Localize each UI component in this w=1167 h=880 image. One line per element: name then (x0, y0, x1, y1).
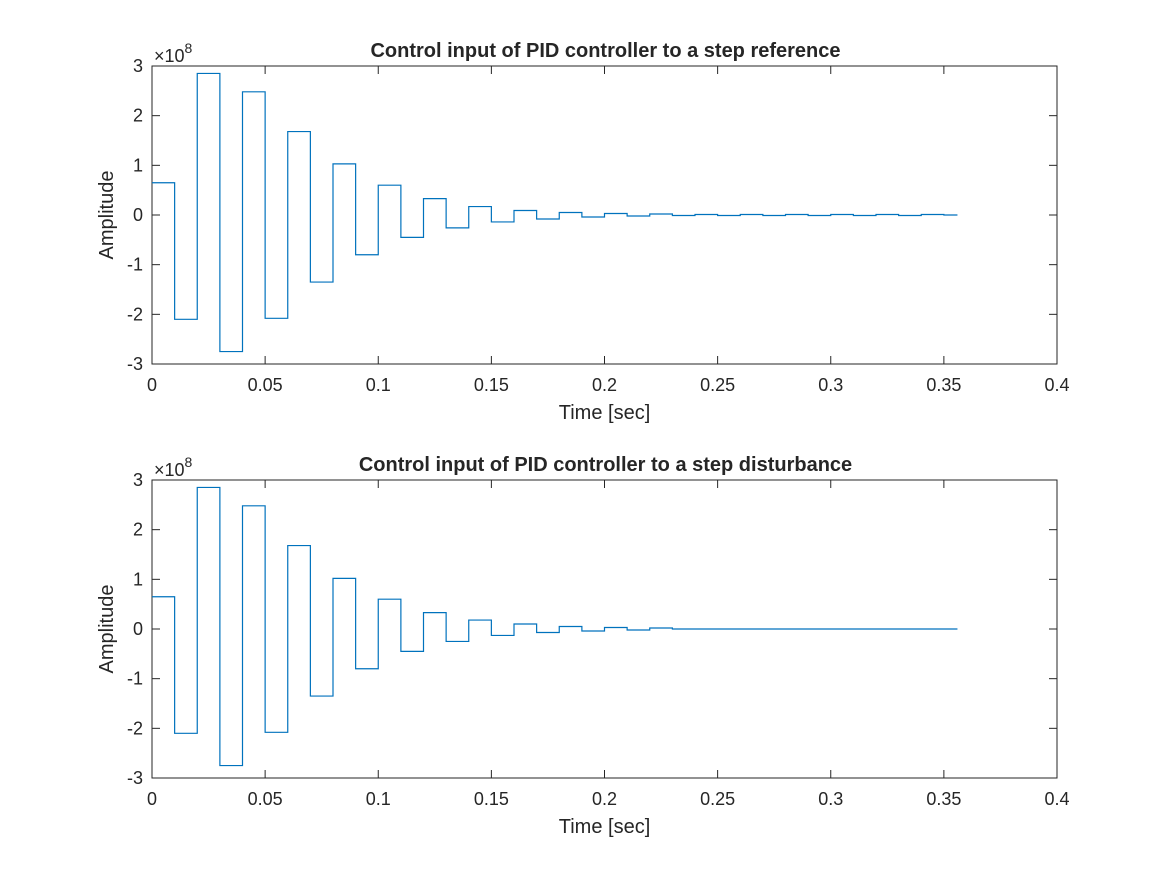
exponent-base: ×10 (154, 460, 185, 480)
chart-title: Control input of PID controller to a ste… (359, 454, 852, 476)
x-tick-label: 0.1 (366, 789, 391, 809)
y-tick-label: 1 (133, 569, 143, 589)
x-tick-label: 0.15 (474, 375, 509, 395)
x-tick-label: 0.15 (474, 789, 509, 809)
y-tick-label: -2 (127, 718, 143, 738)
x-axis-label: Time [sec] (559, 816, 651, 838)
y-tick-label: 2 (133, 520, 143, 540)
exponent-base: ×10 (154, 46, 185, 66)
y-axis-label: Amplitude (96, 171, 118, 260)
axes-1: 0 0.05 0.1 0.15 0.2 0.25 0.3 0.35 0.4 -3 -2 -1 0 1 2 3 ×… (96, 40, 1070, 424)
series-line-1 (152, 486, 958, 767)
x-tick-label: 0.4 (1044, 789, 1069, 809)
y-tick-label: -3 (127, 768, 143, 788)
x-tick-label: 0 (147, 789, 157, 809)
x-tick-label: 0.3 (818, 375, 843, 395)
exponent-power: 8 (185, 40, 193, 56)
axes-2: 0 0.05 0.1 0.15 0.2 0.25 0.3 0.35 0.4 -3 -2 -1 0 1 2 3 ×… (96, 454, 1070, 838)
x-tick-label: 0.1 (366, 375, 391, 395)
y-tick-label: -1 (127, 669, 143, 689)
x-tick-label: 0.3 (818, 789, 843, 809)
y-axis-label: Amplitude (96, 585, 118, 674)
y-tick-label: 3 (133, 470, 143, 490)
y-tick-label: 2 (133, 106, 143, 126)
x-tick-label: 0.4 (1044, 375, 1069, 395)
y-exponent-label: ×108 (154, 454, 193, 480)
x-tick-label: 0.2 (592, 375, 617, 395)
x-tick-label: 0.2 (592, 789, 617, 809)
chart-title: Control input of PID controller to a ste… (370, 40, 840, 62)
x-tick-label: 0.35 (926, 375, 961, 395)
y-tick-label: -2 (127, 304, 143, 324)
y-tick-label: 0 (133, 205, 143, 225)
y-tick-label: 1 (133, 155, 143, 175)
x-tick-label: 0.25 (700, 789, 735, 809)
y-tick-label: 0 (133, 619, 143, 639)
x-tick-label: 0.05 (248, 375, 283, 395)
series-line-1 (152, 72, 958, 353)
y-tick-label: 3 (133, 56, 143, 76)
y-tick-label: -3 (127, 354, 143, 374)
x-tick-label: 0.05 (248, 789, 283, 809)
x-tick-label: 0 (147, 375, 157, 395)
x-tick-label: 0.25 (700, 375, 735, 395)
y-exponent-label: ×108 (154, 40, 193, 66)
x-tick-label: 0.35 (926, 789, 961, 809)
y-tick-label: -1 (127, 255, 143, 275)
x-axis-label: Time [sec] (559, 402, 651, 424)
exponent-power: 8 (185, 454, 193, 470)
